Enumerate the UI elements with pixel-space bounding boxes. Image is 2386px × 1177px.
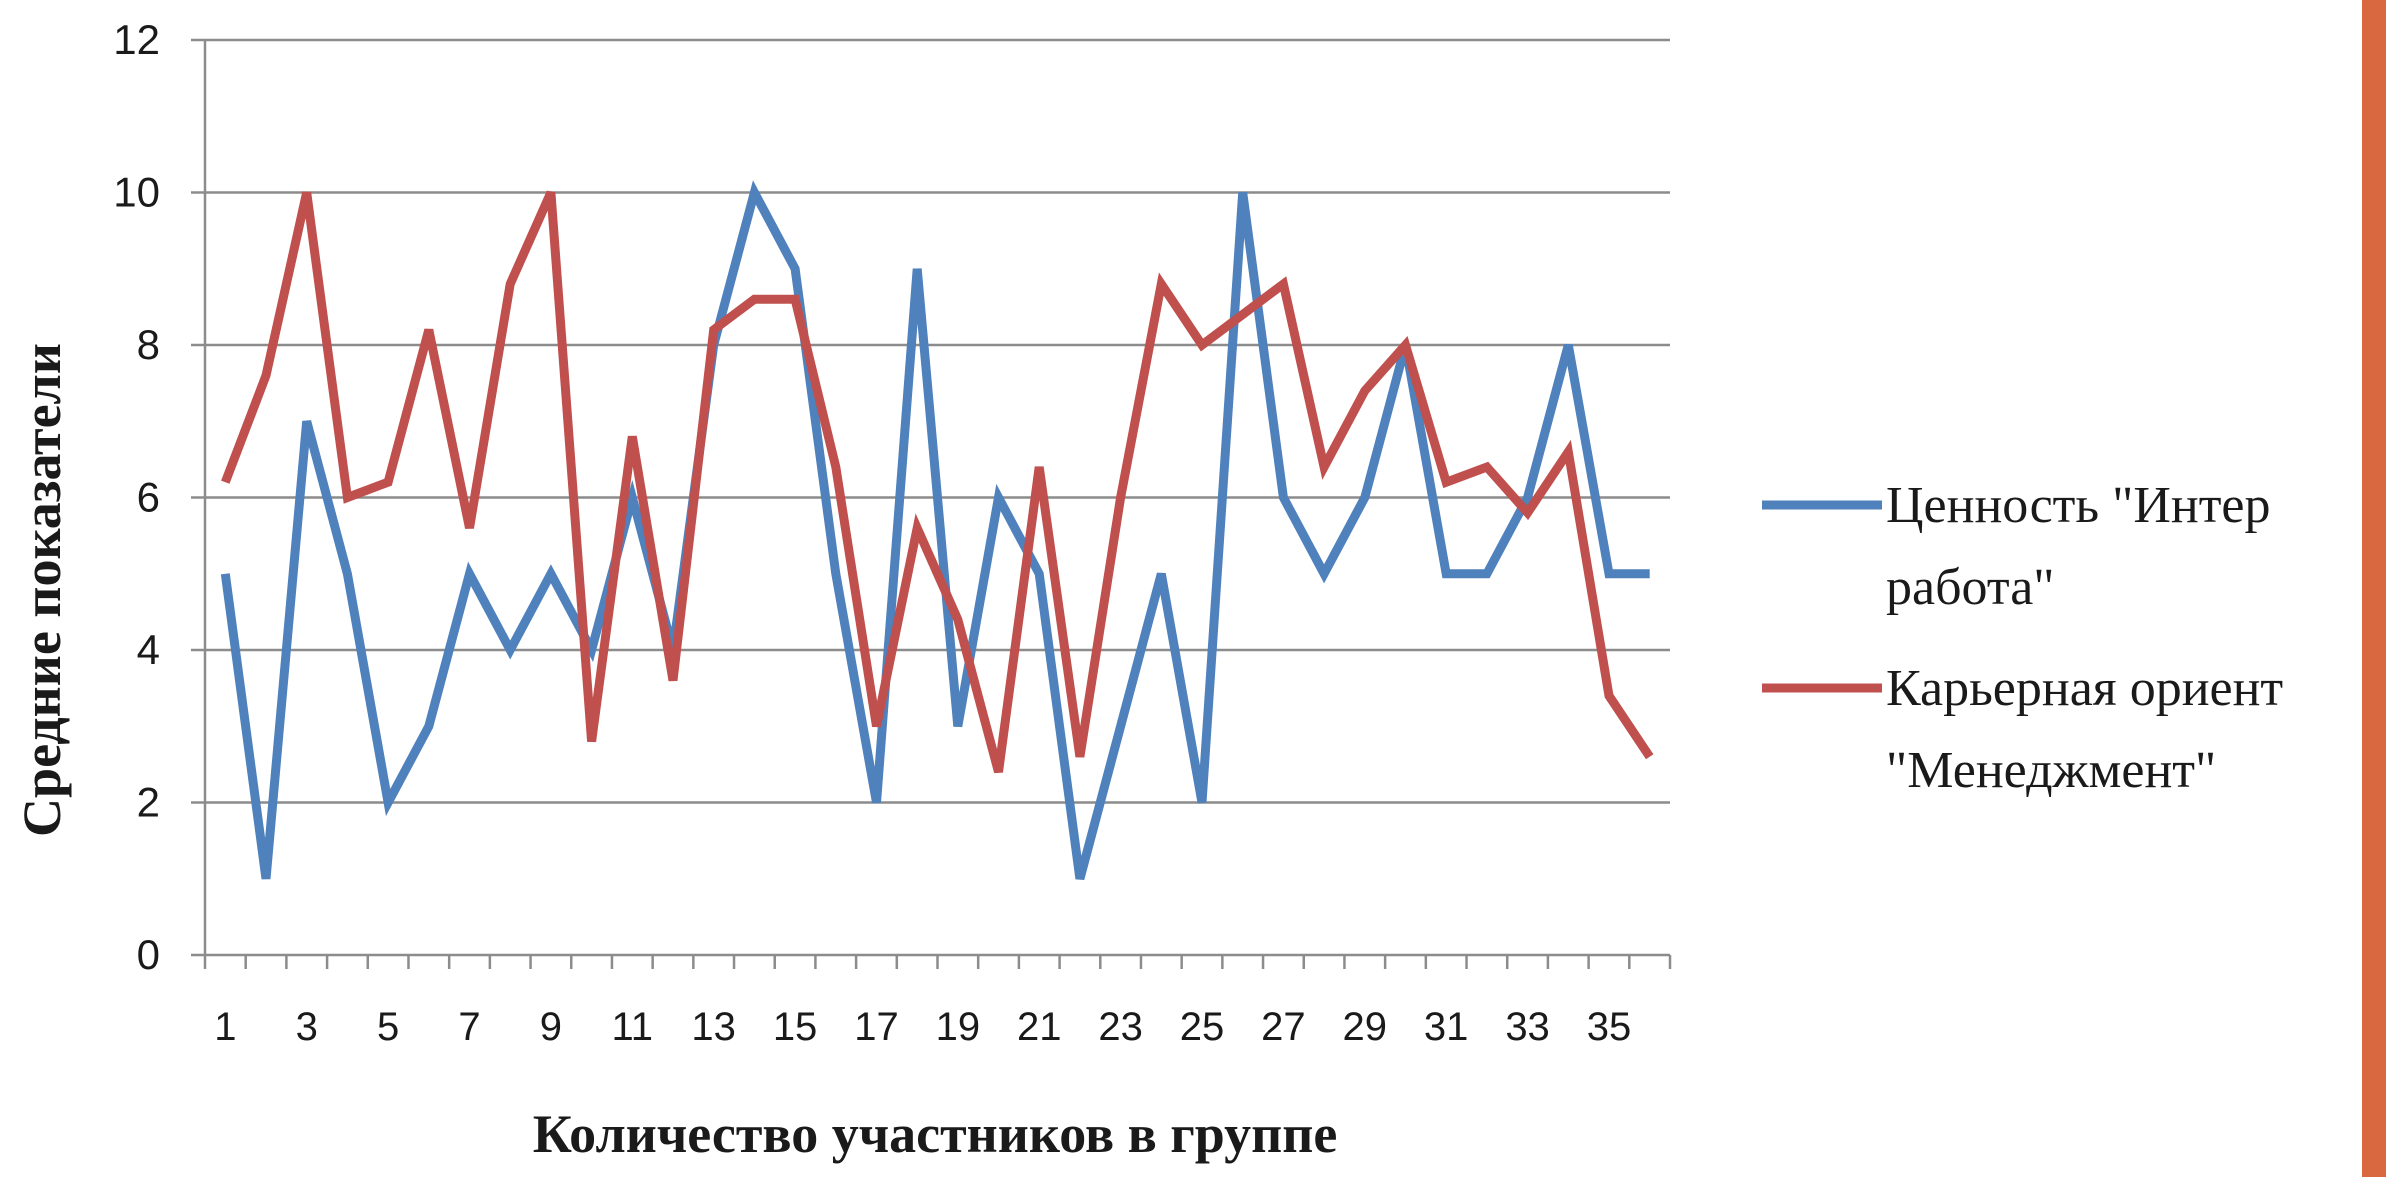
series-lines bbox=[220, 180, 1654, 880]
y-tick-label-4: 4 bbox=[137, 626, 160, 673]
y-tick-label-12: 12 bbox=[113, 16, 160, 63]
series-line-interesting-work bbox=[220, 180, 1650, 880]
gridlines bbox=[205, 38, 1670, 804]
x-tick-label-21: 21 bbox=[1017, 1005, 1062, 1049]
slide-edge-strip bbox=[2362, 0, 2386, 1177]
y-tick-label-0: 0 bbox=[137, 931, 160, 978]
x-tick-label-15: 15 bbox=[773, 1005, 818, 1049]
x-tick-label-1: 1 bbox=[214, 1005, 236, 1049]
x-tick-label-27: 27 bbox=[1261, 1005, 1306, 1049]
x-tick-label-17: 17 bbox=[854, 1005, 899, 1049]
x-tick-label-23: 23 bbox=[1098, 1005, 1143, 1049]
x-tick-label-35: 35 bbox=[1587, 1005, 1632, 1049]
x-tick-labels: 1 3 5 7 9 11 13 15 17 19 21 23 25 27 29 31 33 35 bbox=[214, 1005, 1631, 1049]
x-tick-label-5: 5 bbox=[377, 1005, 399, 1049]
y-tick-label-6: 6 bbox=[137, 474, 160, 521]
x-tick-label-7: 7 bbox=[458, 1005, 480, 1049]
x-axis-title: Количество участников в группе bbox=[533, 1104, 1338, 1164]
axes bbox=[191, 38, 1672, 969]
x-tick-label-3: 3 bbox=[296, 1005, 318, 1049]
y-tick-label-8: 8 bbox=[137, 321, 160, 368]
x-tick-label-25: 25 bbox=[1180, 1005, 1225, 1049]
x-tick-label-29: 29 bbox=[1343, 1005, 1388, 1049]
series-line-management bbox=[221, 190, 1654, 774]
x-tick-label-13: 13 bbox=[691, 1005, 736, 1049]
x-tick-label-33: 33 bbox=[1505, 1005, 1550, 1049]
x-tick-label-9: 9 bbox=[540, 1005, 562, 1049]
x-tick-label-19: 19 bbox=[936, 1005, 981, 1049]
y-tick-label-10: 10 bbox=[113, 169, 160, 216]
y-tick-labels: 0 2 4 6 8 10 12 bbox=[113, 16, 160, 978]
x-tick-label-31: 31 bbox=[1424, 1005, 1469, 1049]
y-tick-label-2: 2 bbox=[137, 779, 160, 826]
x-tick-label-11: 11 bbox=[612, 1005, 654, 1049]
y-axis-title: Средние показатели bbox=[12, 343, 72, 837]
